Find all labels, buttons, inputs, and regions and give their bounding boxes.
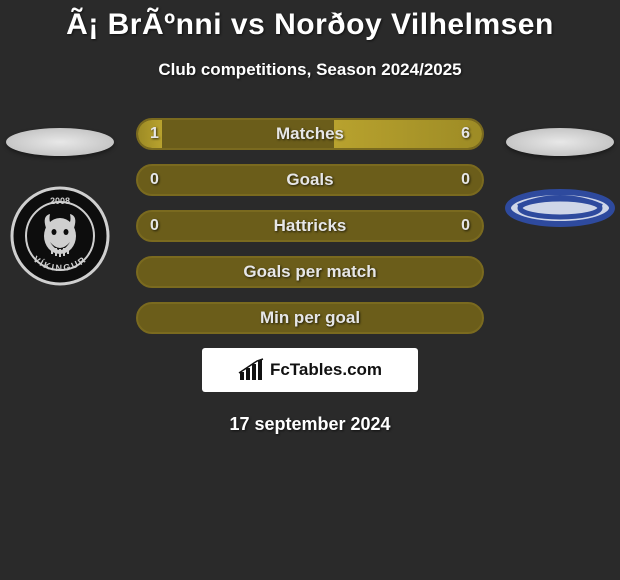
stat-value-left: 1 (150, 125, 159, 143)
left-player-silhouette (6, 128, 114, 156)
stat-row-hattricks: 0 Hattricks 0 (136, 210, 484, 242)
right-team-column (500, 118, 620, 235)
stat-label: Goals (286, 170, 333, 190)
subtitle: Club competitions, Season 2024/2025 (0, 60, 620, 80)
branding-badge: FcTables.com (202, 348, 418, 392)
stat-value-left: 0 (150, 171, 159, 189)
stat-value-right: 0 (461, 171, 470, 189)
generation-date: 17 september 2024 (0, 414, 620, 435)
stat-row-goals-per-match: Goals per match (136, 256, 484, 288)
stats-panel: 1 Matches 6 0 Goals 0 0 Hattricks 0 (136, 118, 484, 334)
vikingur-crest-icon: 2008 VÍKINGUR (10, 186, 110, 286)
stat-row-goals: 0 Goals 0 (136, 164, 484, 196)
stat-value-right: 0 (461, 217, 470, 235)
stat-label: Goals per match (243, 262, 376, 282)
crest-year: 2008 (50, 196, 70, 206)
infographic-container: Ã¡ BrÃºnni vs Norðoy Vilhelmsen Club com… (0, 0, 620, 580)
main-area: 2008 VÍKINGUR (0, 118, 620, 435)
stat-row-min-per-goal: Min per goal (136, 302, 484, 334)
branding-text: FcTables.com (270, 360, 382, 380)
right-player-silhouette (506, 128, 614, 156)
stat-fill-right (334, 120, 482, 148)
bar-chart-icon (238, 358, 264, 382)
right-team-crest (505, 186, 615, 235)
stat-value-right: 6 (461, 125, 470, 143)
stat-label: Matches (276, 124, 344, 144)
page-title: Ã¡ BrÃºnni vs Norðoy Vilhelmsen (0, 0, 620, 42)
stat-value-left: 0 (150, 217, 159, 235)
left-team-crest: 2008 VÍKINGUR (10, 186, 110, 291)
left-team-column: 2008 VÍKINGUR (0, 118, 120, 291)
right-crest-icon (505, 186, 615, 230)
stat-label: Min per goal (260, 308, 360, 328)
stat-label: Hattricks (274, 216, 347, 236)
stat-row-matches: 1 Matches 6 (136, 118, 484, 150)
